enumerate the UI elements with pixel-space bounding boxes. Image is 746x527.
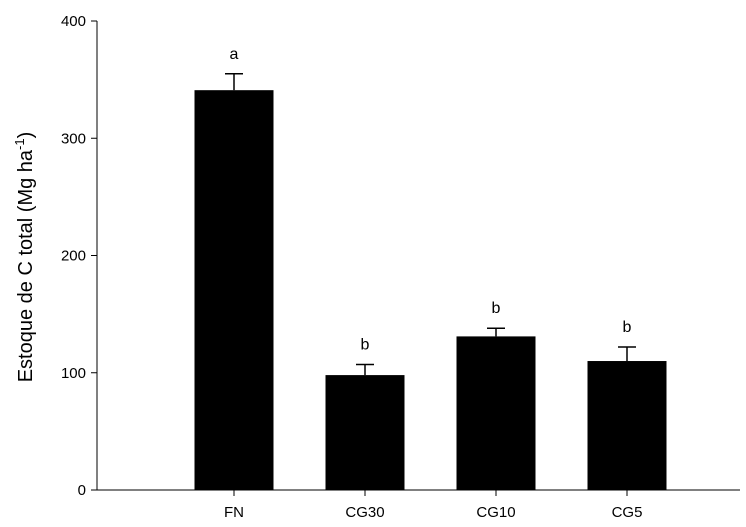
significance-letter: b [623, 319, 632, 336]
y-tick-label: 400 [61, 13, 86, 30]
bar-fn [194, 90, 274, 491]
y-tick-label: 300 [61, 130, 86, 147]
y-axis-title: Estoque de C total (Mg ha-1) [12, 132, 37, 383]
bars: a b b b [194, 46, 667, 491]
y-tick-label: 100 [61, 365, 86, 382]
x-tick-label: CG5 [612, 504, 643, 521]
y-tick-label: 0 [78, 482, 86, 499]
x-ticks: FN CG30 CG10 CG5 [224, 490, 642, 521]
significance-letter: b [492, 300, 501, 317]
y-ticks: 0 100 200 300 400 [61, 13, 97, 499]
x-tick-label: FN [224, 504, 244, 521]
bar-cg30 [325, 375, 405, 490]
x-tick-label: CG10 [476, 504, 515, 521]
bar-cg10 [456, 336, 536, 490]
y-axis-title-main: Estoque de C total (Mg ha [15, 149, 37, 382]
bar-cg5 [587, 361, 667, 490]
significance-letter: b [361, 337, 370, 354]
y-axis-title-superscript: -1 [12, 138, 27, 150]
y-axis-title-suffix: ) [15, 132, 37, 139]
y-tick-label: 200 [61, 248, 86, 265]
x-tick-label: CG30 [345, 504, 384, 521]
significance-letter: a [230, 46, 239, 63]
